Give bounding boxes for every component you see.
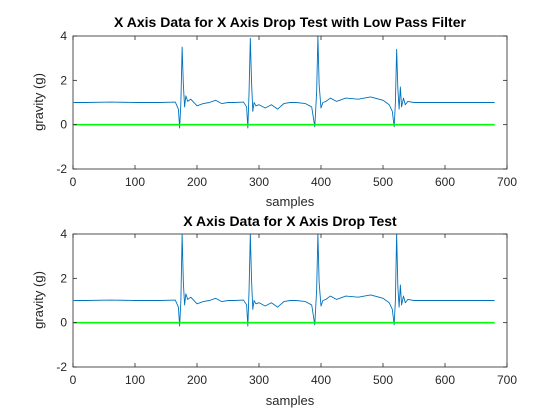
bottom-x-tick-label: 600 bbox=[435, 373, 455, 387]
bottom-y-tick-label: 2 bbox=[60, 271, 67, 285]
top-axes-frame bbox=[72, 35, 508, 170]
bottom-x-tick-label: 700 bbox=[497, 373, 517, 387]
top-x-tick-label: 400 bbox=[311, 175, 331, 189]
bottom-y-tick-label: -2 bbox=[56, 360, 67, 374]
top-y-tick-label: 4 bbox=[60, 29, 67, 43]
bottom-x-tick-label: 400 bbox=[311, 373, 331, 387]
top-x-axis-label: samples bbox=[266, 194, 315, 209]
top-x-tick-label: 500 bbox=[373, 175, 393, 189]
top-x-tick-label: 200 bbox=[187, 175, 207, 189]
top-x-tick-label: 0 bbox=[70, 175, 77, 189]
top-y-tick-label: 2 bbox=[60, 73, 67, 87]
bottom-y-tick-label: 4 bbox=[60, 227, 67, 241]
bottom-x-tick-label: 100 bbox=[125, 373, 145, 387]
top-x-tick-label: 600 bbox=[435, 175, 455, 189]
bottom-plot-lines bbox=[73, 234, 495, 327]
top-y-tick-label: 0 bbox=[60, 118, 67, 132]
bottom-chart: X Axis Data for X Axis Drop Test 0 100 200… bbox=[31, 213, 517, 408]
top-y-tick-label: -2 bbox=[56, 162, 67, 176]
bottom-chart-title: X Axis Data for X Axis Drop Test bbox=[183, 213, 397, 229]
top-x-tick-label: 300 bbox=[249, 175, 269, 189]
top-chart-title: X Axis Data for X Axis Drop Test with Lo… bbox=[114, 14, 466, 30]
bottom-x-tick-label: 200 bbox=[187, 373, 207, 387]
top-plot-lines bbox=[73, 36, 495, 129]
bottom-signal-line bbox=[73, 234, 495, 327]
top-signal-line bbox=[73, 36, 495, 129]
top-y-axis-label: gravity (g) bbox=[31, 73, 46, 131]
bottom-x-tick-label: 300 bbox=[249, 373, 269, 387]
bottom-x-axis-label: samples bbox=[266, 393, 315, 408]
top-x-tick-label: 700 bbox=[497, 175, 517, 189]
bottom-x-tick-label: 0 bbox=[70, 373, 77, 387]
top-x-tick-label: 100 bbox=[125, 175, 145, 189]
bottom-axes-frame bbox=[72, 233, 508, 368]
bottom-x-tick-label: 500 bbox=[373, 373, 393, 387]
bottom-y-axis-label: gravity (g) bbox=[31, 271, 46, 329]
bottom-y-tick-label: 0 bbox=[60, 316, 67, 330]
top-chart: X Axis Data for X Axis Drop Test with Lo… bbox=[31, 14, 517, 209]
